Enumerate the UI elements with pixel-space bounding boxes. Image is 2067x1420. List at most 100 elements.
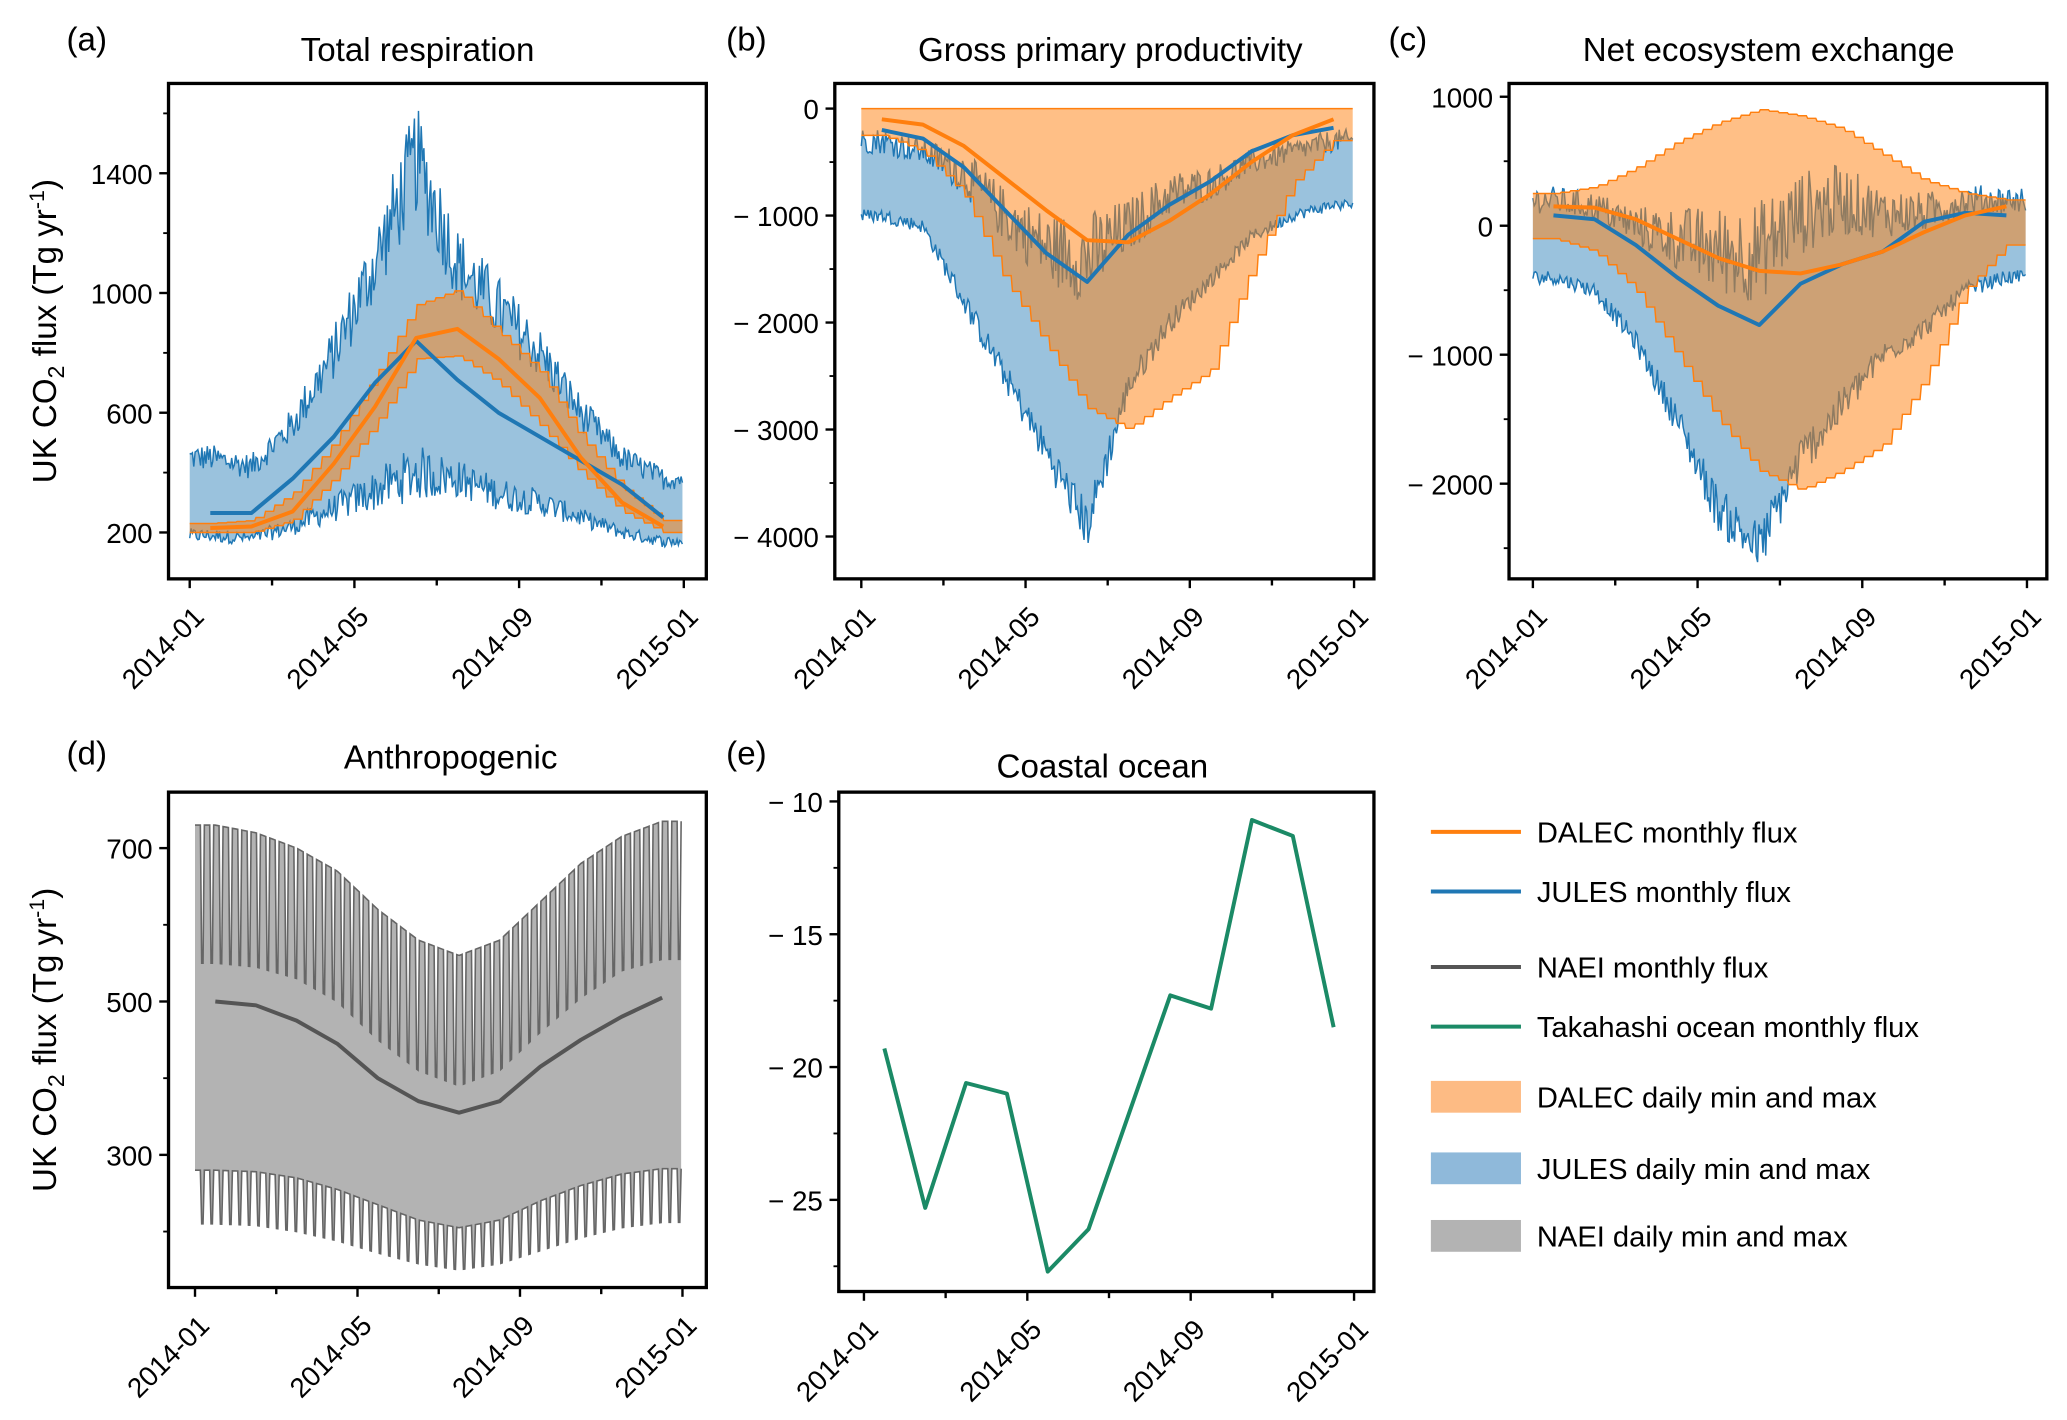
y-axis-label-post: ) xyxy=(27,179,64,190)
legend-label: DALEC daily min and max xyxy=(1537,1082,1877,1114)
panel-label: (c) xyxy=(1389,21,1428,58)
dalec-daily-band xyxy=(1532,109,2026,490)
dalec-daily-max-line xyxy=(1532,109,2026,201)
naei-daily-band xyxy=(195,821,682,1270)
x-tick-label: 2014-09 xyxy=(1117,1314,1211,1408)
y-axis-label-post: ) xyxy=(27,888,64,899)
x-tick-label: 2015-01 xyxy=(1953,601,2047,695)
legend-item: JULES monthly flux xyxy=(1430,877,1791,909)
y-tick-label: − 4000 xyxy=(733,522,819,553)
y-tick-label: 0 xyxy=(803,94,818,125)
naei-monthly-line xyxy=(215,995,664,1115)
y-tick-label: − 2000 xyxy=(1407,469,1493,500)
plot-area xyxy=(882,818,1336,1274)
x-tick-label: 2014-01 xyxy=(790,1314,884,1408)
jules-monthly-line xyxy=(881,125,1334,284)
legend-label: JULES daily min and max xyxy=(1537,1154,1871,1186)
x-tick-label: 2014-05 xyxy=(280,601,374,695)
panel-title: Anthropogenic xyxy=(344,739,558,776)
x-tick-label: 2014-01 xyxy=(1459,601,1553,695)
y-tick-label: 1000 xyxy=(91,279,153,310)
x-tick-label: 2014-05 xyxy=(1624,601,1718,695)
dalec-daily-min-line xyxy=(1532,237,2026,490)
dalec-monthly-line xyxy=(210,326,665,530)
y-tick-label: − 15 xyxy=(768,920,823,951)
x-tick-label: 2014-05 xyxy=(952,601,1046,695)
y-axis-label-pre: UK CO xyxy=(27,378,64,483)
takahashi-monthly-line xyxy=(882,818,1336,1274)
jules-daily-max-line xyxy=(189,110,684,490)
x-tick-label: 2015-01 xyxy=(610,601,704,695)
legend-item: NAEI daily min and max xyxy=(1430,1219,1848,1253)
axes-frame xyxy=(166,790,708,1290)
y-tick-label: − 2000 xyxy=(733,308,819,339)
panel-b: 2014-01 2014-05 2014-09 2015-01 0 − 1000 − 200… xyxy=(726,21,1376,695)
x-tick-label: 2014-01 xyxy=(787,601,881,695)
dalec-monthly-line xyxy=(881,117,1335,245)
panel-e: 2014-01 2014-05 2014-09 2015-01 − 10 − 15 − 20… xyxy=(726,735,1376,1408)
y-axis-label-mid: flux (Tg yr xyxy=(27,209,64,365)
axes-frame xyxy=(837,790,1376,1294)
legend-item: Takahashi ocean monthly flux xyxy=(1430,1012,1920,1044)
plot-area xyxy=(860,107,1354,543)
legend-label: NAEI daily min and max xyxy=(1537,1221,1848,1253)
y-tick-label: 300 xyxy=(106,1140,152,1171)
y-tick-label: 1000 xyxy=(1431,82,1493,113)
y-tick-label: − 20 xyxy=(768,1053,823,1084)
x-tick-label: 2014-01 xyxy=(116,601,210,695)
jules-monthly-line xyxy=(1553,210,2007,328)
panel-c: 2014-01 2014-05 2014-09 2015-01 1000 0 − 1000 −… xyxy=(1389,21,2049,695)
y-axis-label-sub: 2 xyxy=(43,366,69,379)
dalec-monthly-line xyxy=(1553,204,2007,276)
plot-area xyxy=(1532,109,2027,563)
dalec-daily-max-line xyxy=(189,290,683,525)
plot-area xyxy=(195,820,682,1271)
panel-label: (b) xyxy=(726,21,766,58)
y-axis-label: UK CO2 flux (Tg yr-1) xyxy=(25,179,69,483)
y-tick-label: 600 xyxy=(106,398,152,429)
x-tick-label: 2015-01 xyxy=(1280,601,1374,695)
legend: DALEC monthly flux JULES monthly flux NAEI… xyxy=(1430,817,1920,1253)
panel-title: Net ecosystem exchange xyxy=(1583,32,1955,69)
jules-daily-min-line xyxy=(188,447,684,549)
legend-label: DALEC monthly flux xyxy=(1537,817,1798,849)
legend-patch-swatch xyxy=(1430,1080,1521,1113)
y-tick-label: − 1000 xyxy=(733,201,819,232)
y-tick-label: − 3000 xyxy=(733,415,819,446)
dalec-daily-min-line xyxy=(861,134,1353,430)
x-tick-label: 2014-09 xyxy=(445,601,539,695)
panel-title: Total respiration xyxy=(301,32,535,69)
x-tick-label: 2014-01 xyxy=(121,1310,215,1404)
y-tick-label: − 10 xyxy=(768,787,823,818)
y-axis-label-pre: UK CO xyxy=(27,1087,64,1192)
panel-a: 2014-01 2014-05 2014-09 2015-01 200 600 1000 14… xyxy=(25,21,708,695)
panel-label: (a) xyxy=(67,21,107,58)
naei-daily-min-line xyxy=(195,1167,682,1271)
naei-daily-max-line xyxy=(195,820,682,1086)
y-tick-label: 1400 xyxy=(91,159,153,190)
plot-area xyxy=(188,110,684,549)
x-tick-label: 2014-05 xyxy=(284,1310,378,1404)
y-tick-label: − 25 xyxy=(768,1185,823,1216)
legend-patch-swatch xyxy=(1430,1219,1521,1252)
axes-frame xyxy=(1507,81,2049,581)
axes-frame xyxy=(833,81,1376,581)
x-tick-label: 2014-09 xyxy=(1116,601,1210,695)
x-tick-label: 2014-09 xyxy=(1788,601,1882,695)
y-tick-label: − 1000 xyxy=(1407,340,1493,371)
y-tick-label: 0 xyxy=(1478,211,1493,242)
panel-label: (d) xyxy=(67,735,107,772)
panel-title: Gross primary productivity xyxy=(918,32,1303,69)
legend-item: DALEC daily min and max xyxy=(1430,1080,1877,1114)
y-axis-label-sub: 2 xyxy=(43,1074,69,1087)
x-tick-label: 2014-09 xyxy=(446,1310,540,1404)
legend-item: JULES daily min and max xyxy=(1430,1152,1871,1186)
y-tick-label: 500 xyxy=(106,987,152,1018)
panel-title: Coastal ocean xyxy=(997,749,1209,786)
x-tick-label: 2015-01 xyxy=(1280,1314,1374,1408)
y-axis-label-mid: flux (Tg yr xyxy=(27,918,64,1074)
legend-label: NAEI monthly flux xyxy=(1537,953,1769,985)
legend-label: Takahashi ocean monthly flux xyxy=(1537,1012,1920,1044)
y-axis-label-sup: -1 xyxy=(25,899,49,918)
